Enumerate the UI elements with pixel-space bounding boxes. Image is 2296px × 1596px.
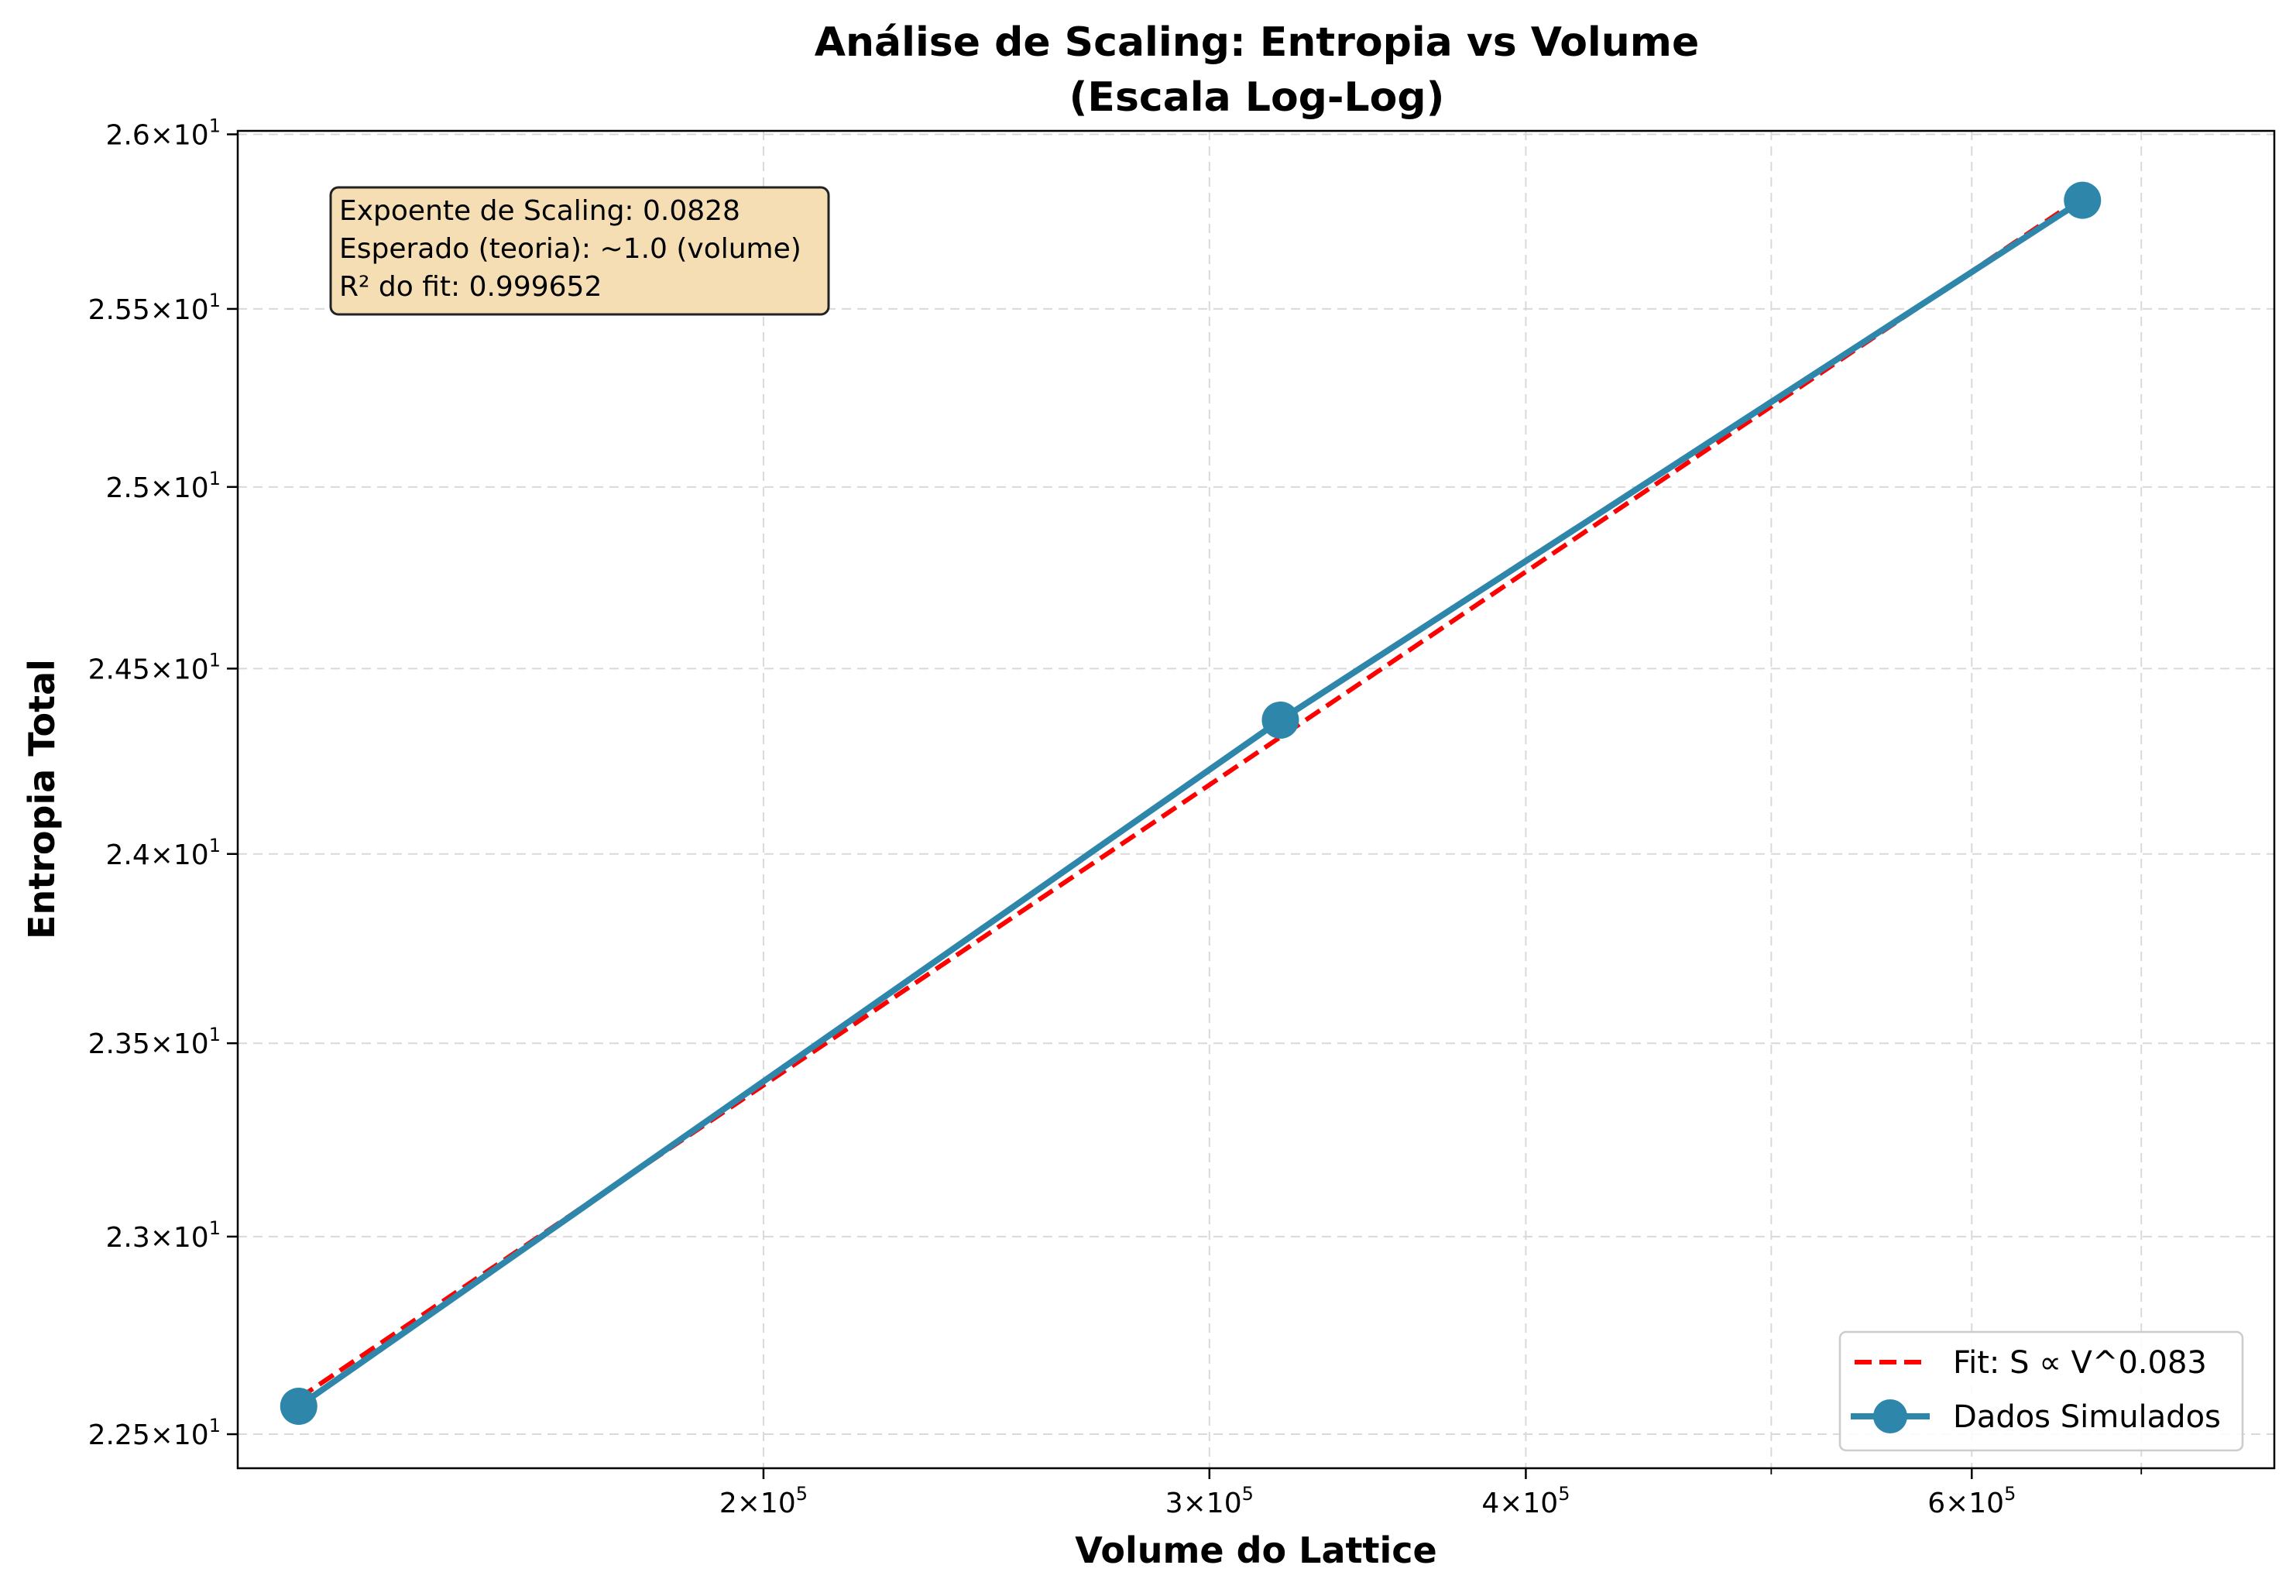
- y-tick-label-7: 2.6×101: [105, 115, 221, 151]
- legend: Fit: S ∝ V^0.083 Dados Simulados: [1838, 1330, 2244, 1452]
- plot-area: [280, 181, 2102, 1425]
- data-point-1: [1261, 701, 1299, 739]
- x-axis-label: Volume do Lattice: [1075, 1529, 1436, 1571]
- data-point-2: [2064, 181, 2102, 219]
- plot-frame: [236, 129, 2276, 1470]
- annotation-box: Expoente de Scaling: 0.0828 Esperado (te…: [329, 186, 830, 316]
- y-tick-label-6: 2.55×101: [88, 290, 221, 326]
- legend-fit-label: Fit: S ∝ V^0.083: [1953, 1345, 2207, 1381]
- y-tick-label-2: 2.35×101: [88, 1024, 221, 1060]
- data-point-0: [280, 1387, 317, 1425]
- chart-subtitle: (Escala Log-Log): [1069, 74, 1445, 121]
- axis-ticks: 2×105 3×105 4×105 6×105 2.25×101 2.3×101 2.35×…: [88, 115, 2143, 1519]
- y-axis-label: Entropia Total: [21, 659, 63, 939]
- y-tick-label-3: 2.4×101: [105, 835, 221, 871]
- data-line: [295, 197, 2086, 1409]
- annotation-line-r2: R² do fit: 0.999652: [339, 271, 602, 303]
- y-tick-label-4: 2.45×101: [88, 649, 221, 685]
- y-tick-label-1: 2.3×101: [105, 1217, 221, 1254]
- x-tick-label-0: 2×105: [719, 1483, 808, 1519]
- x-tick-label-3: 6×105: [1927, 1483, 2016, 1519]
- y-tick-label-0: 2.25×101: [88, 1415, 221, 1451]
- y-tick-label-5: 2.5×101: [105, 468, 221, 504]
- x-tick-label-1: 3×105: [1165, 1483, 1254, 1519]
- annotation-line-expected: Esperado (teoria): ~1.0 (volume): [339, 233, 801, 265]
- legend-data-label: Dados Simulados: [1953, 1399, 2221, 1435]
- x-tick-label-2: 4×105: [1481, 1483, 1570, 1519]
- legend-data-marker: [1873, 1399, 1907, 1433]
- chart-title: Análise de Scaling: Entropia vs Volume: [815, 19, 1699, 66]
- grid: [238, 131, 2274, 1468]
- annotation-line-exponent: Expoente de Scaling: 0.0828: [339, 195, 740, 227]
